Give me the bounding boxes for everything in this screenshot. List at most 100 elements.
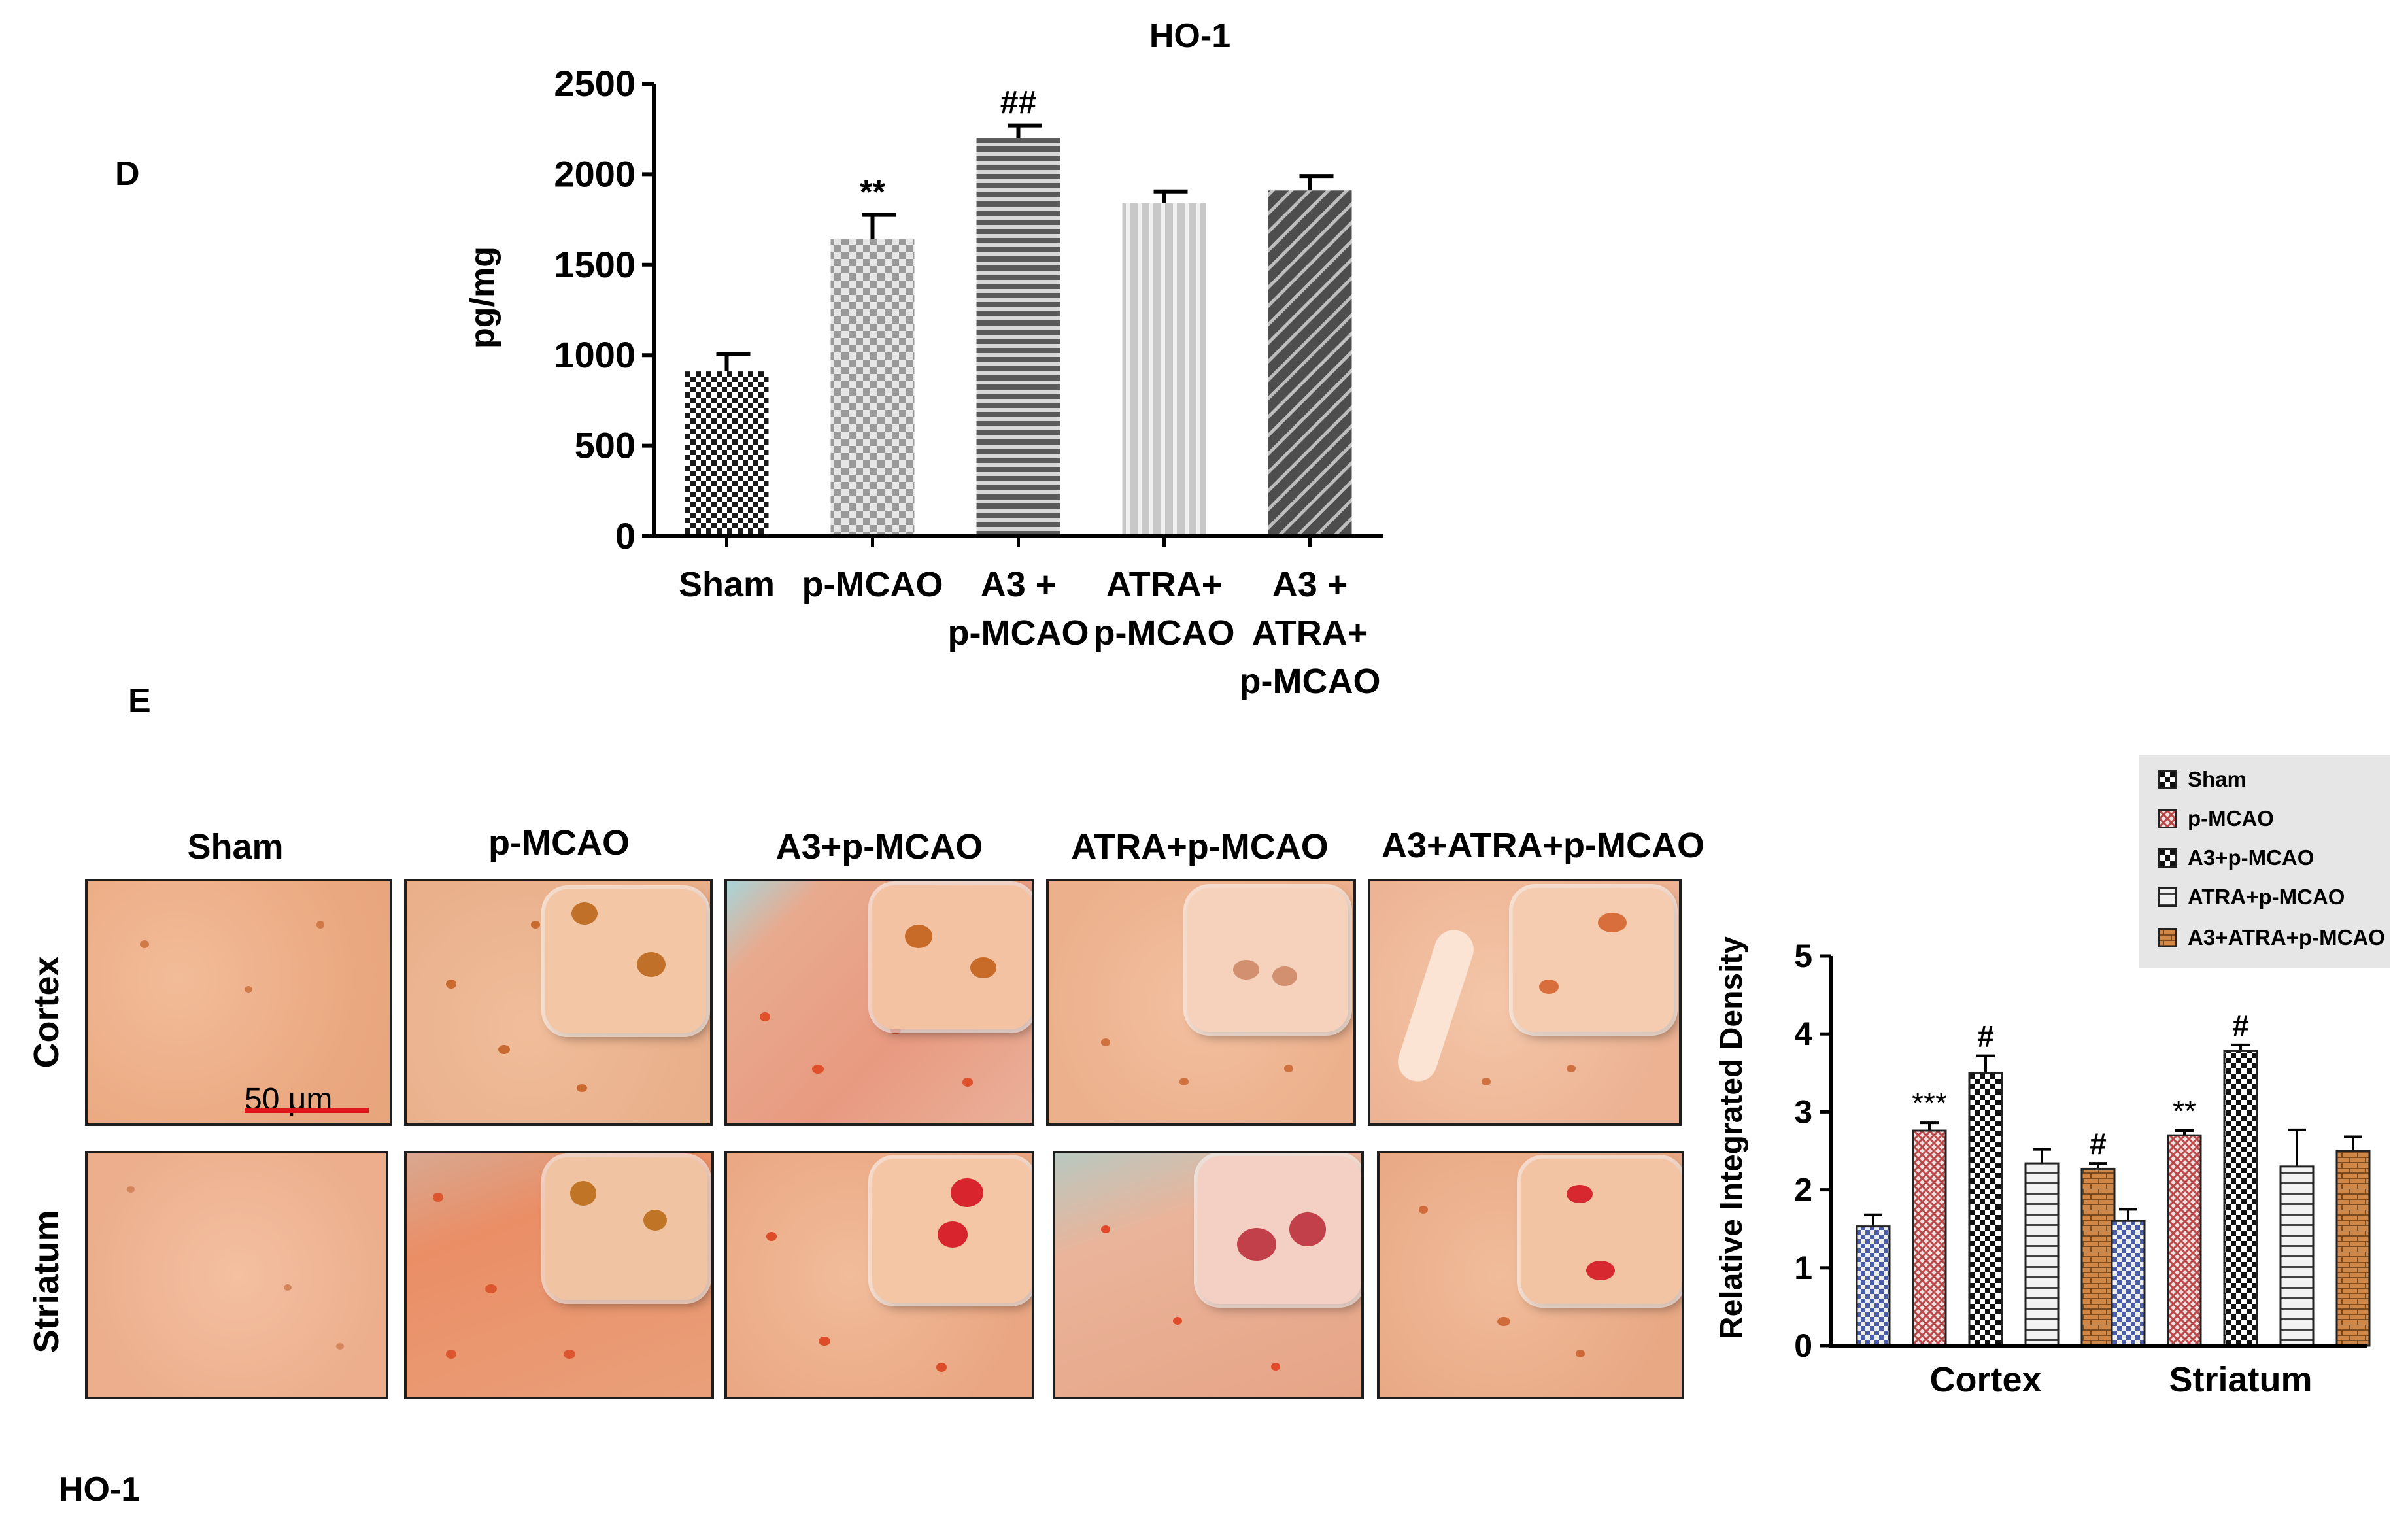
chart-d-bars: ** ## [685,84,1352,537]
column-header-sham: Sham [187,827,284,866]
footer-label: HO-1 [59,1471,141,1509]
inset-zoom [545,1157,707,1300]
chart-e-ticks: 0 1 2 3 4 5 [1794,938,1812,1364]
panel-letter-d: D [115,155,140,193]
legend-swatch [2158,770,2177,789]
y-tick-label: 4 [1794,1016,1812,1052]
significance-marker: ** [2173,1094,2196,1128]
significance-marker: # [2232,1008,2249,1042]
x-tick-label-line: p-MCAO [802,565,943,604]
bar [2279,1165,2315,1347]
bar [2167,1134,2202,1347]
y-tick-label: 0 [1794,1327,1812,1364]
chart-e-legend: Sham p-MCAO A3+p-MCAO ATRA+p-MCAO A3+ATR… [2139,755,2390,968]
micrograph-cortex-atra-p-mcao [1046,879,1356,1126]
significance-marker: ## [1000,84,1037,121]
chart-d-axes [642,82,1383,547]
x-tick-label-line: ATRA+ [1106,565,1223,604]
bar [2223,1050,2258,1347]
inset-zoom [872,885,1032,1029]
x-tick-label-line: p-MCAO [948,613,1089,653]
row-header-striatum: Striatum [27,1210,66,1354]
column-header-atra-p-mcao: ATRA+p-MCAO [1071,827,1329,866]
scale-bar [245,1108,369,1113]
bar [976,138,1060,537]
legend-item-p-mcao: p-MCAO [2158,806,2274,832]
x-tick-label-line: Sham [679,565,775,604]
column-header-a3-p-mcao: A3+p-MCAO [775,827,983,866]
bar [1968,1072,2003,1347]
micrograph-cortex-p-mcao [404,879,713,1126]
legend-label: p-MCAO [2188,806,2274,830]
bar [1268,190,1352,536]
significance-marker: # [2090,1127,2107,1161]
inset-zoom [1513,888,1674,1032]
legend-item-a3-p-mcao: A3+p-MCAO [2158,845,2314,871]
legend-item-sham: Sham [2158,766,2247,793]
micrograph-cortex-sham: 50 μm [85,879,392,1126]
legend-item-a3-atra-p-mcao: A3+ATRA+p-MCAO [2158,925,2385,951]
chart-e: Relative Integrated Density *** # # ** # 0 1 2… [1714,936,2371,1399]
chart-d-x-labels: Sham p-MCAO A3 + p-MCAO ATRA+ p-MCAO A3 + ATRA+… [679,565,1381,701]
inset-zoom [872,1159,1032,1303]
chart-e-x-labels: Cortex Striatum [1929,1360,2312,1399]
chart-e-bars: *** # # ** # [1856,1008,2371,1347]
micrograph-cortex-a3-p-mcao [724,879,1034,1126]
x-tick-label: ATRA+ p-MCAO [1094,565,1235,653]
micrograph-striatum-p-mcao [404,1151,714,1399]
inset-zoom [1198,1156,1361,1304]
x-tick-label: A3 + ATRA+ p-MCAO [1240,565,1381,701]
bar [1856,1225,1891,1347]
micrograph-striatum-a3-p-mcao [724,1151,1034,1399]
legend-label: A3+p-MCAO [2188,845,2315,870]
x-tick-label-line: A3 + [1272,565,1348,604]
bar [2335,1150,2371,1347]
chart-d: HO-1 pg/mg ** ## 0 500 1000 1500 2000 2500 Sha… [464,17,1383,701]
legend-swatch [2158,887,2177,907]
row-header-cortex: Cortex [27,956,66,1068]
y-tick-label: 1000 [554,334,636,375]
legend-label: Sham [2188,767,2247,791]
bar [2080,1167,2116,1347]
inset-zoom [1521,1159,1682,1304]
y-tick-label: 1500 [554,244,636,285]
x-tick-label: Cortex [1929,1360,2041,1399]
significance-marker: ** [860,174,885,211]
micrograph-striatum-sham [85,1151,388,1399]
bar [2024,1162,2060,1347]
y-tick-label: 500 [575,425,636,466]
chart-d-y-axis-label: pg/mg [464,247,501,349]
y-tick-label: 2500 [554,63,636,104]
chart-e-y-axis-label: Relative Integrated Density [1714,936,1749,1340]
chart-e-axes [1820,954,2367,1348]
inset-zoom [1187,888,1348,1032]
bar [830,239,915,536]
bar [1912,1129,1947,1347]
x-tick-label-line: ATRA+ [1252,613,1368,653]
panel-letter-e: E [128,682,151,720]
chart-d-title: HO-1 [1149,17,1230,55]
y-tick-label: 1 [1794,1250,1812,1286]
x-tick-label-line: p-MCAO [1240,662,1381,701]
legend-item-atra-p-mcao: ATRA+p-MCAO [2158,884,2345,910]
micrograph-striatum-atra-p-mcao [1053,1151,1364,1399]
column-header-a3-atra-p-mcao: A3+ATRA+p-MCAO [1381,826,1704,865]
y-tick-label: 0 [615,515,636,556]
y-tick-label: 2 [1794,1172,1812,1208]
legend-swatch [2158,848,2177,868]
bar [2111,1220,2146,1347]
y-tick-label: 2000 [554,153,636,194]
y-tick-label: 3 [1794,1093,1812,1130]
legend-label: A3+ATRA+p-MCAO [2188,925,2385,949]
micrograph-cortex-a3-atra-p-mcao [1368,879,1682,1126]
y-tick-label: 5 [1794,938,1812,974]
x-tick-label-line: p-MCAO [1094,613,1235,653]
x-tick-label: p-MCAO [802,565,943,604]
chart-d-ticks: 0 500 1000 1500 2000 2500 [554,63,636,556]
x-tick-label-line: A3 + [981,565,1057,604]
significance-marker: # [1977,1019,1994,1053]
bar [1122,203,1206,536]
column-header-p-mcao: p-MCAO [488,823,630,862]
x-tick-label: Striatum [2169,1360,2312,1399]
x-tick-label: A3 + p-MCAO [948,565,1089,653]
